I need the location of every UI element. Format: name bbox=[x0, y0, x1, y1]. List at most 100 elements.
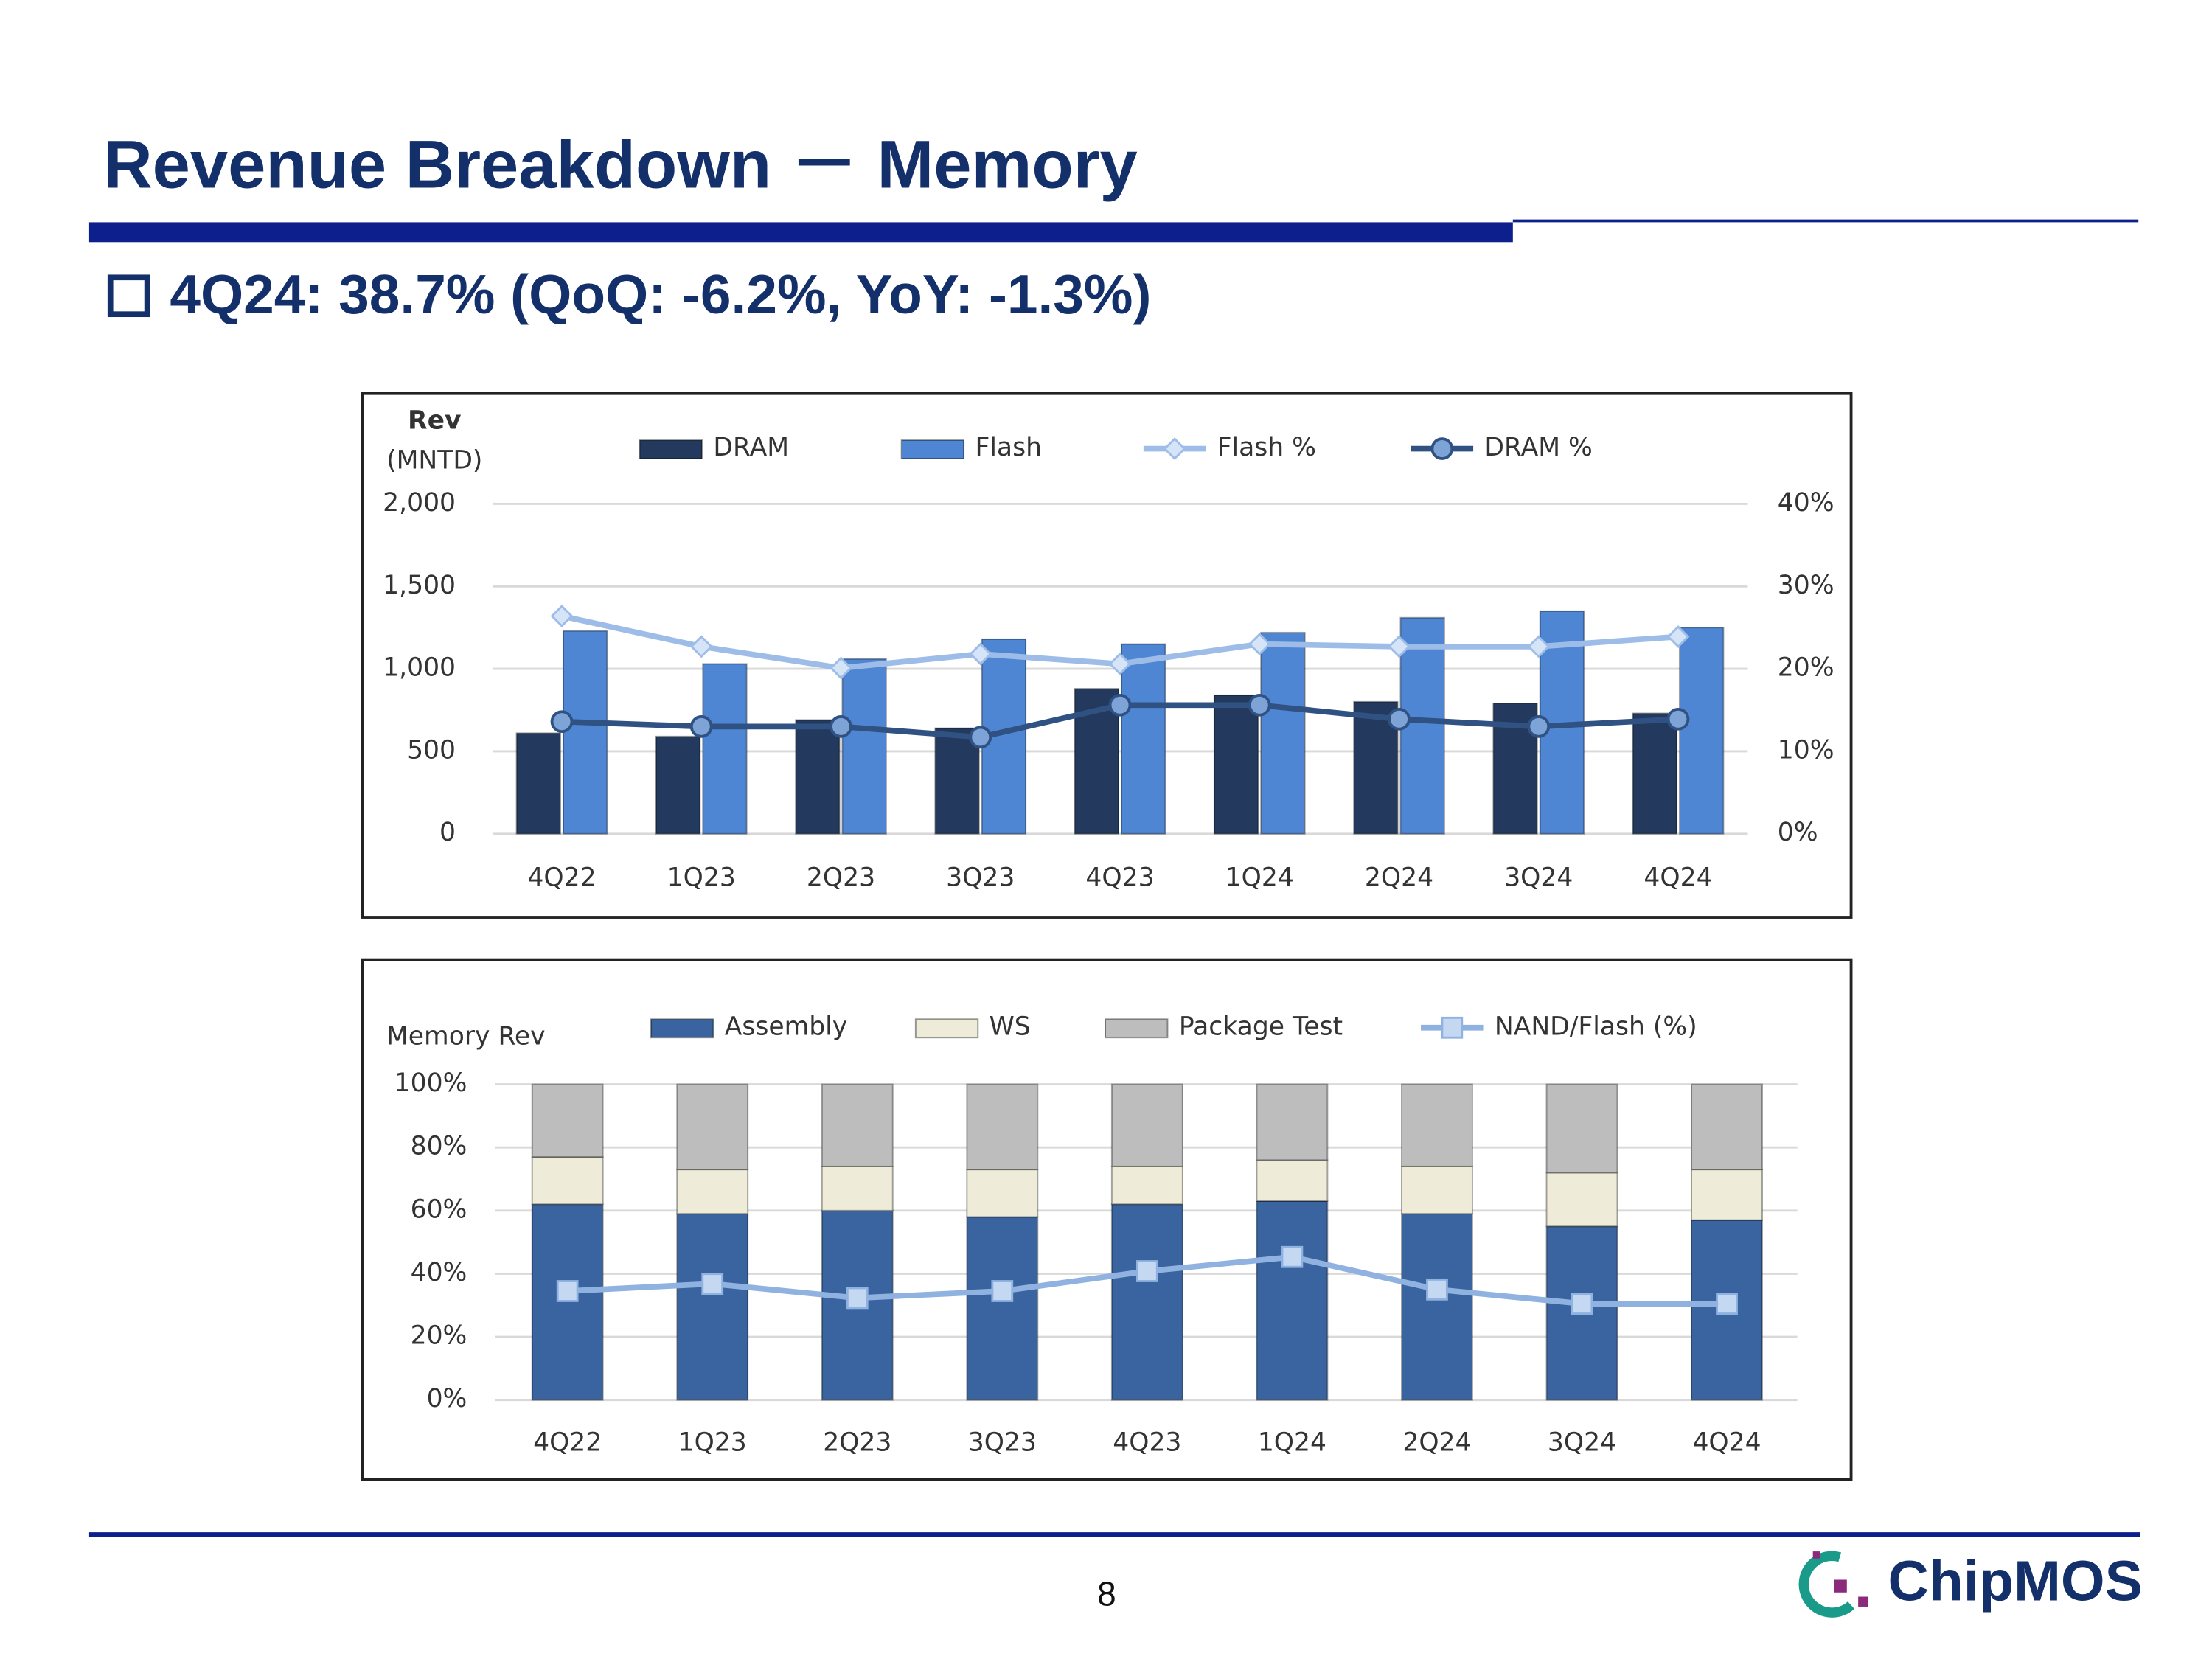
y-tick-label: 0% bbox=[427, 1384, 467, 1413]
point bbox=[1108, 693, 1132, 717]
bar bbox=[1110, 1203, 1183, 1401]
bar bbox=[934, 727, 980, 835]
point bbox=[556, 1280, 579, 1302]
bullet-box bbox=[107, 274, 150, 318]
logo-icon bbox=[1798, 1551, 1868, 1618]
page-number: 8 bbox=[1097, 1575, 1116, 1613]
legend-swatch bbox=[914, 1018, 979, 1039]
bar bbox=[1545, 1083, 1618, 1174]
x-tick-label: 3Q24 bbox=[1548, 1428, 1616, 1458]
point bbox=[1108, 652, 1132, 675]
y2-tick-label: 40% bbox=[1778, 488, 1834, 518]
bar bbox=[966, 1083, 1039, 1171]
chart-frame bbox=[361, 392, 1853, 919]
point bbox=[1135, 1260, 1158, 1282]
x-tick-label: 4Q24 bbox=[1692, 1428, 1761, 1458]
x-tick-label: 2Q24 bbox=[1365, 863, 1433, 893]
bar bbox=[1260, 631, 1306, 835]
x-tick-label: 1Q23 bbox=[667, 863, 736, 893]
point bbox=[689, 635, 713, 658]
legend-label: Flash bbox=[975, 433, 1042, 462]
y-axis-label: Rev bbox=[408, 406, 462, 436]
point bbox=[689, 715, 713, 738]
y-axis-label: Memory Rev bbox=[386, 1022, 546, 1051]
point bbox=[969, 726, 992, 749]
legend-label: NAND/Flash (%) bbox=[1495, 1012, 1697, 1041]
point bbox=[550, 710, 574, 734]
legend-swatch bbox=[650, 1018, 714, 1039]
bar bbox=[1256, 1159, 1329, 1202]
point bbox=[846, 1287, 869, 1310]
bar bbox=[1120, 643, 1166, 835]
point bbox=[1666, 625, 1690, 648]
subtitle: 4Q24: 38.7% (QoQ: -6.2%, YoY: -1.3%) bbox=[170, 263, 1151, 325]
legend-label: DRAM bbox=[713, 433, 789, 462]
y-tick-label: 1,500 bbox=[383, 571, 456, 600]
point bbox=[1666, 707, 1690, 731]
y2-tick-label: 20% bbox=[1778, 653, 1834, 683]
bar bbox=[795, 719, 841, 835]
bar bbox=[531, 1203, 604, 1401]
y-tick-label: 100% bbox=[394, 1068, 467, 1098]
bar bbox=[1691, 1169, 1763, 1221]
bar bbox=[1678, 627, 1725, 835]
logo-text: ChipMOS bbox=[1888, 1549, 2142, 1613]
point bbox=[830, 656, 852, 680]
logo-square bbox=[1812, 1551, 1820, 1559]
title-bar bbox=[88, 222, 1513, 243]
y-tick-label: 60% bbox=[411, 1194, 467, 1224]
x-tick-label: 1Q24 bbox=[1258, 1428, 1326, 1458]
x-tick-label: 3Q23 bbox=[968, 1428, 1037, 1458]
logo-square bbox=[1858, 1596, 1868, 1607]
x-tick-label: 3Q23 bbox=[946, 863, 1015, 893]
y-tick-label: 1,000 bbox=[383, 653, 456, 683]
point bbox=[701, 1273, 724, 1295]
bar bbox=[562, 630, 608, 835]
x-tick-label: 1Q24 bbox=[1225, 863, 1294, 893]
point bbox=[1716, 1293, 1738, 1315]
y-tick-label: 20% bbox=[411, 1321, 467, 1351]
point bbox=[1527, 715, 1551, 738]
legend-swatch bbox=[1105, 1018, 1169, 1039]
legend-label: DRAM % bbox=[1484, 433, 1592, 462]
y-tick-label: 2,000 bbox=[383, 488, 456, 518]
point bbox=[1571, 1293, 1593, 1315]
bar bbox=[821, 1165, 894, 1211]
x-tick-label: 4Q22 bbox=[533, 1428, 602, 1458]
point bbox=[1527, 635, 1551, 658]
point bbox=[969, 642, 992, 666]
legend-label: Assembly bbox=[725, 1012, 847, 1041]
legend-marker bbox=[1163, 437, 1186, 461]
y2-tick-label: 0% bbox=[1778, 818, 1818, 847]
x-tick-label: 1Q23 bbox=[678, 1428, 747, 1458]
x-tick-label: 4Q24 bbox=[1644, 863, 1712, 893]
y2-tick-label: 10% bbox=[1778, 735, 1834, 765]
legend-label: WS bbox=[990, 1012, 1031, 1041]
bar bbox=[676, 1169, 749, 1215]
y-tick-label: 40% bbox=[411, 1258, 467, 1287]
y-tick-label: 80% bbox=[411, 1132, 467, 1161]
charts: 0 500 1,000 1,500 2,000 0% 10% 20% 30% 40% Rev (MNT… bbox=[383, 406, 1834, 1458]
bar bbox=[1632, 712, 1678, 835]
x-tick-label: 2Q23 bbox=[823, 1428, 891, 1458]
point bbox=[830, 715, 852, 738]
bar bbox=[1545, 1172, 1618, 1228]
x-tick-label: 2Q24 bbox=[1402, 1428, 1471, 1458]
legend-label: Package Test bbox=[1179, 1012, 1343, 1041]
x-tick-label: 2Q23 bbox=[807, 863, 875, 893]
bar bbox=[531, 1156, 604, 1206]
point bbox=[550, 605, 574, 628]
bar bbox=[1110, 1083, 1183, 1167]
bar bbox=[676, 1213, 749, 1401]
legend-label: Flash % bbox=[1217, 433, 1316, 462]
logo-square bbox=[1834, 1579, 1847, 1593]
point bbox=[1388, 635, 1411, 658]
y-tick-label: 500 bbox=[407, 735, 456, 765]
point bbox=[991, 1280, 1014, 1302]
bar bbox=[515, 732, 562, 835]
bar bbox=[1401, 1083, 1473, 1167]
bar bbox=[655, 735, 701, 835]
bar bbox=[1401, 1213, 1473, 1401]
